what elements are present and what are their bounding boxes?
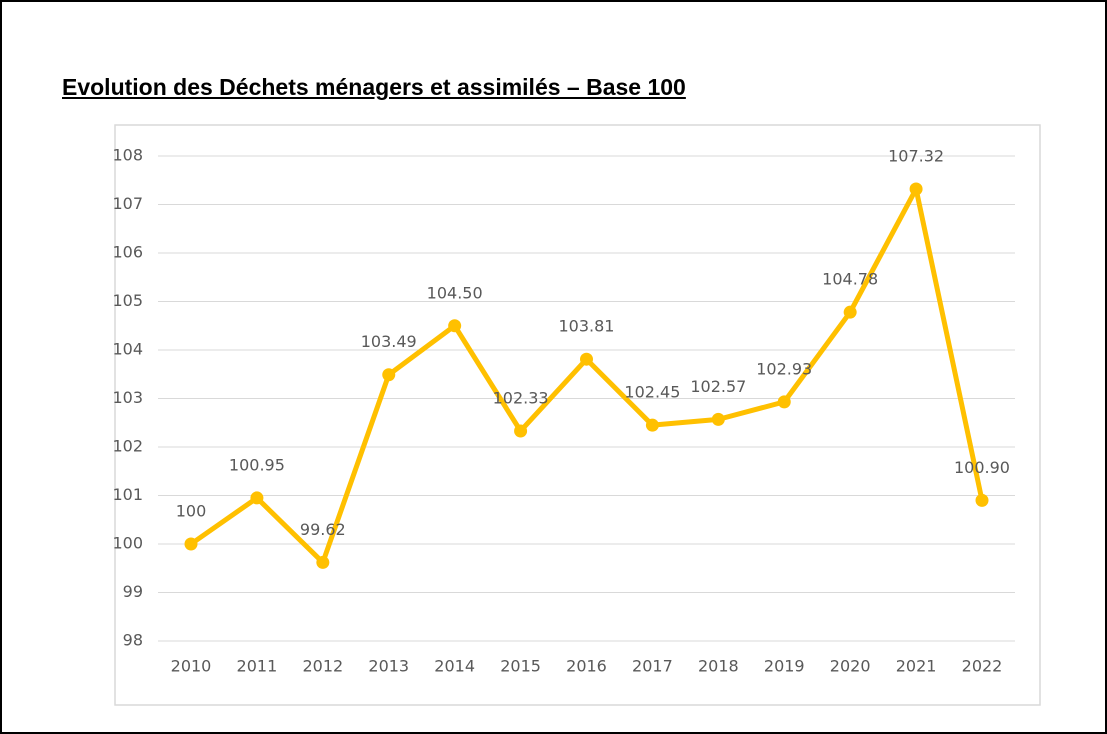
- y-tick-label: 100: [112, 534, 143, 553]
- data-point: [711, 412, 725, 426]
- y-tick-label: 101: [112, 485, 143, 504]
- data-label: 102.57: [690, 377, 746, 396]
- data-point: [975, 493, 989, 507]
- y-tick-label: 99: [123, 582, 143, 601]
- data-point: [645, 418, 659, 432]
- data-label: 104.78: [822, 270, 878, 289]
- y-tick-label: 107: [112, 194, 143, 213]
- data-label: 102.93: [756, 359, 812, 378]
- x-tick-label: 2013: [368, 657, 409, 676]
- y-tick-label: 104: [112, 340, 143, 359]
- x-tick-label: 2011: [237, 657, 278, 676]
- data-point: [382, 368, 396, 382]
- y-tick-label: 108: [112, 146, 143, 165]
- x-tick-label: 2012: [302, 657, 343, 676]
- x-tick-label: 2020: [830, 657, 871, 676]
- x-tick-label: 2019: [764, 657, 805, 676]
- data-point: [843, 305, 857, 319]
- data-label: 103.81: [559, 317, 615, 336]
- data-label: 99.62: [300, 520, 346, 539]
- y-tick-label: 105: [112, 291, 143, 310]
- data-point: [250, 491, 264, 505]
- chart-title: Evolution des Déchets ménagers et assimi…: [62, 74, 686, 100]
- data-label: 100.90: [954, 458, 1010, 477]
- data-label: 104.50: [427, 283, 483, 302]
- data-label: 102.45: [624, 383, 680, 402]
- y-tick-label: 102: [112, 437, 143, 456]
- data-point: [448, 319, 462, 333]
- data-label: 100: [176, 502, 207, 521]
- x-tick-label: 2015: [500, 657, 541, 676]
- data-label: 100.95: [229, 455, 285, 474]
- data-point: [514, 424, 528, 438]
- data-point: [909, 182, 923, 196]
- data-point: [316, 555, 330, 569]
- data-point: [777, 395, 791, 409]
- y-tick-label: 106: [112, 243, 143, 262]
- x-tick-label: 2021: [896, 657, 937, 676]
- data-label: 102.33: [493, 388, 549, 407]
- x-tick-label: 2022: [962, 657, 1003, 676]
- x-tick-label: 2010: [171, 657, 212, 676]
- data-point: [184, 537, 198, 551]
- x-tick-label: 2016: [566, 657, 607, 676]
- data-point: [580, 352, 593, 366]
- x-tick-label: 2014: [434, 657, 475, 676]
- x-tick-label: 2017: [632, 657, 673, 676]
- y-tick-label: 103: [112, 388, 143, 407]
- y-tick-label: 98: [123, 631, 143, 650]
- x-tick-label: 2018: [698, 657, 739, 676]
- data-label: 103.49: [361, 332, 417, 351]
- chart-box: [114, 124, 1041, 706]
- data-label: 107.32: [888, 146, 944, 165]
